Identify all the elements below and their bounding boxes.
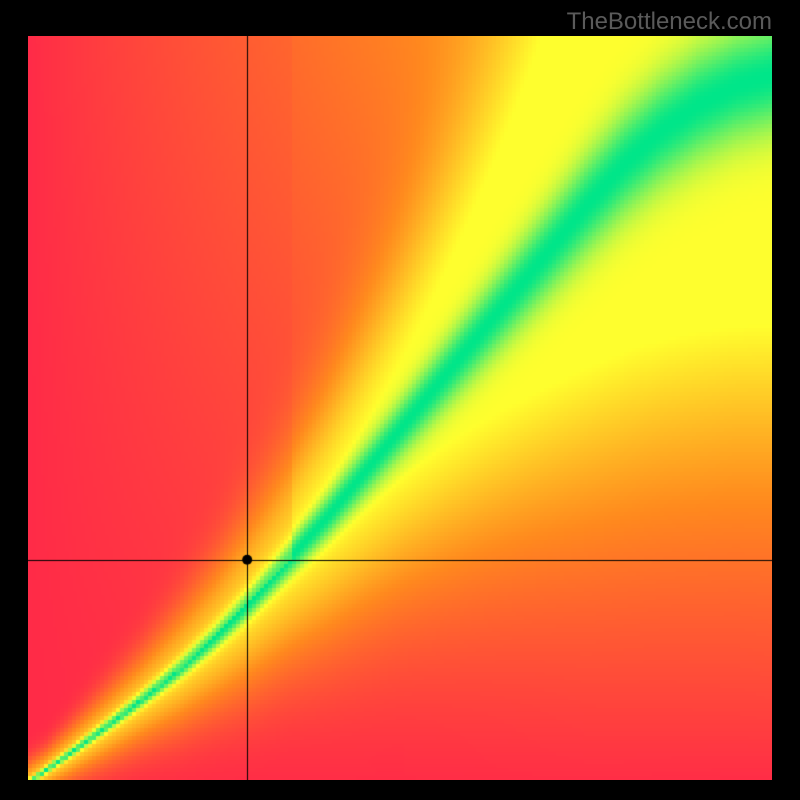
- watermark-text: TheBottleneck.com: [567, 8, 772, 36]
- bottleneck-heatmap: [28, 36, 772, 780]
